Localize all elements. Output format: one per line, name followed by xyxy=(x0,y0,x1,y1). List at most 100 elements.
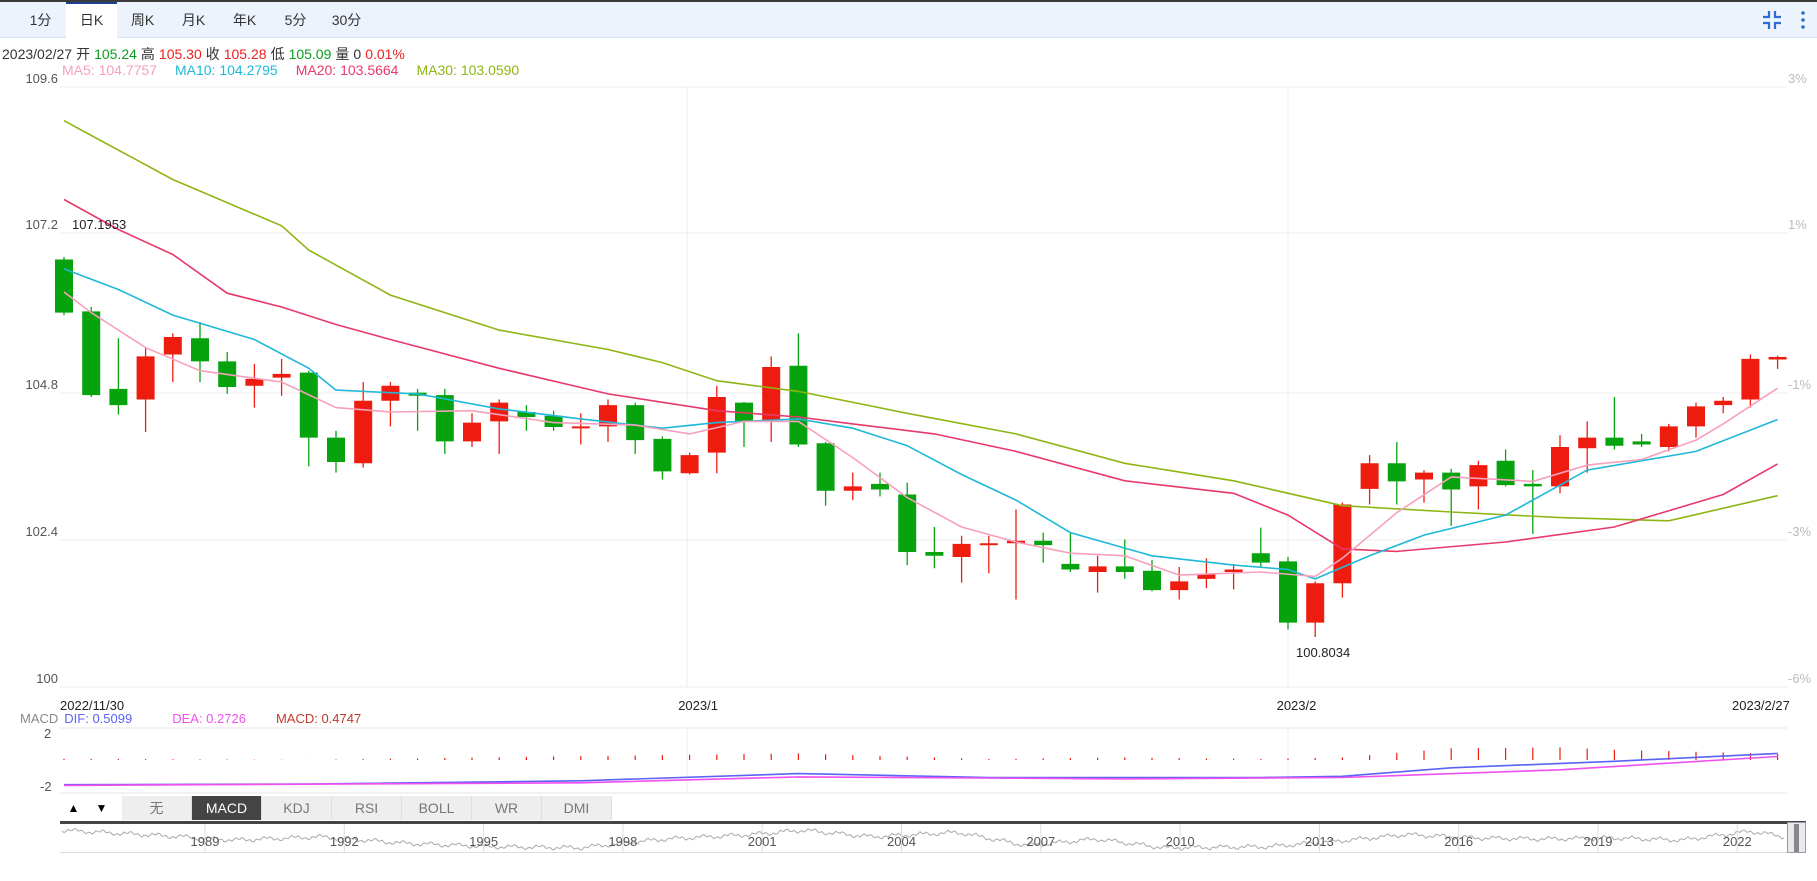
navigator-year-label: 2013 xyxy=(1304,834,1334,849)
ma5-legend: MA5: 104.7757 xyxy=(62,62,157,78)
candle-up xyxy=(245,378,264,386)
candle-up xyxy=(1306,583,1325,623)
navigator-year-label: 2019 xyxy=(1583,834,1613,849)
navigator-year-label: 2022 xyxy=(1722,834,1752,849)
percent-axis-label: 1% xyxy=(1788,217,1807,232)
candle-up xyxy=(1551,447,1569,487)
indicator-tab-4[interactable]: BOLL xyxy=(402,796,472,820)
candle-down xyxy=(1605,437,1624,446)
navigator-year-label: 1992 xyxy=(329,834,359,849)
candle-down xyxy=(871,483,889,490)
high-label: 高 xyxy=(140,46,155,62)
ma10-line xyxy=(63,268,1778,580)
candle-up xyxy=(1415,472,1433,480)
ma30-line xyxy=(63,119,1778,522)
price-axis-label: 104.8 xyxy=(25,377,58,392)
candle-up xyxy=(136,356,155,400)
ma30-legend: MA30: 103.0590 xyxy=(416,62,520,78)
info-date: 2023/02/27 xyxy=(2,46,73,62)
dea-legend: DEA: 0.2726 xyxy=(172,711,246,726)
period-tab-4[interactable]: 年K xyxy=(232,12,257,28)
candle-down xyxy=(82,311,101,396)
percent-axis-label: -1% xyxy=(1788,377,1812,392)
more-vertical-icon[interactable] xyxy=(1791,8,1815,32)
candle-down xyxy=(299,372,318,438)
candle-up xyxy=(1333,504,1352,584)
price-axis-label: 102.4 xyxy=(25,524,58,539)
ma20-line xyxy=(63,198,1778,553)
close-label: 收 xyxy=(205,46,220,62)
candle-up xyxy=(1578,437,1597,449)
navigator-year-label: 2001 xyxy=(747,834,777,849)
candle-down xyxy=(653,438,672,472)
navigator-handle[interactable] xyxy=(1787,822,1806,853)
high-value: 105.30 xyxy=(158,46,202,62)
low-label: 低 xyxy=(270,46,285,62)
time-range-navigator[interactable] xyxy=(60,821,1806,853)
indicator-tab-6[interactable]: DMI xyxy=(542,796,612,820)
indicator-tab-2[interactable]: KDJ xyxy=(262,796,332,820)
max-price-annotation: 107.1953 xyxy=(72,217,127,232)
date-axis-label: 2023/2 xyxy=(1276,698,1317,713)
candle-down xyxy=(191,338,209,362)
indicator-tab-5[interactable]: WR xyxy=(472,796,542,820)
candle-down xyxy=(816,443,835,491)
candle-up xyxy=(1714,400,1733,406)
candle-down xyxy=(789,365,808,445)
price-axis-label: 100 xyxy=(36,671,58,686)
period-tab-6[interactable]: 30分 xyxy=(331,12,362,28)
navigator-year-label: 2016 xyxy=(1444,834,1474,849)
indicator-tab-3[interactable]: RSI xyxy=(332,796,402,820)
period-tab-1[interactable]: 日K xyxy=(66,2,117,39)
candle-up xyxy=(1469,465,1488,487)
collapse-icon[interactable] xyxy=(1760,8,1784,32)
candle-up xyxy=(762,367,781,421)
scroll-down-arrow-icon[interactable]: ▼ xyxy=(88,796,115,820)
candle-up xyxy=(952,543,971,557)
candle-up xyxy=(1197,574,1216,579)
candle-up xyxy=(272,373,291,378)
open-label: 开 xyxy=(76,46,91,62)
date-axis-label: 2023/2/27 xyxy=(1732,698,1790,713)
macd-value-legend: MACD: 0.4747 xyxy=(275,711,362,726)
candle-up xyxy=(1088,566,1107,572)
candle-up xyxy=(354,400,373,464)
period-tab-2[interactable]: 周K xyxy=(130,12,155,28)
dif-legend: DIF: 0.5099 xyxy=(64,711,133,726)
window-top-border xyxy=(0,0,1817,2)
min-price-annotation: 100.8034 xyxy=(1296,645,1351,660)
volume-value: 0 xyxy=(353,46,362,62)
candle-down xyxy=(898,494,917,552)
date-axis-label: 2023/1 xyxy=(678,698,718,713)
macd-axis-top: 2 xyxy=(44,726,52,741)
change-value: 0.01% xyxy=(365,46,405,62)
candle-up xyxy=(1224,569,1243,572)
period-tab-3[interactable]: 月K xyxy=(181,12,206,28)
ma20-legend: MA20: 103.5664 xyxy=(295,62,399,78)
dif-line xyxy=(63,752,1778,786)
ma10-legend: MA10: 104.2795 xyxy=(174,62,278,78)
ohlc-info-line: 2023/02/27 开 105.24 高 105.30 收 105.28 低 105.09 量 0… xyxy=(2,44,409,64)
navigator-year-label: 1995 xyxy=(469,834,499,849)
price-axis-label: 109.6 xyxy=(25,71,58,86)
indicator-tab-0[interactable]: 无 xyxy=(122,796,192,820)
macd-legend: MACD DIF: 0.5099 DEA: 0.2726 MACD: 0.4747 xyxy=(20,711,361,726)
period-tab-5[interactable]: 5分 xyxy=(284,12,307,28)
percent-axis-label: -3% xyxy=(1788,524,1812,539)
candle-up xyxy=(843,486,862,491)
candle-down xyxy=(1632,441,1651,445)
candle-up xyxy=(1687,406,1705,427)
candle-down xyxy=(55,259,73,313)
dea-line xyxy=(63,755,1778,787)
candle-down xyxy=(925,552,944,556)
candle-up xyxy=(490,402,509,422)
scroll-up-arrow-icon[interactable]: ▲ xyxy=(60,796,87,820)
open-value: 105.24 xyxy=(94,46,137,62)
candle-down xyxy=(1251,553,1270,563)
candle-up xyxy=(979,543,998,546)
period-tab-0[interactable]: 1分 xyxy=(29,12,52,28)
close-value: 105.28 xyxy=(223,46,267,62)
indicator-tab-1[interactable]: MACD xyxy=(192,796,262,820)
candle-down xyxy=(517,412,536,417)
